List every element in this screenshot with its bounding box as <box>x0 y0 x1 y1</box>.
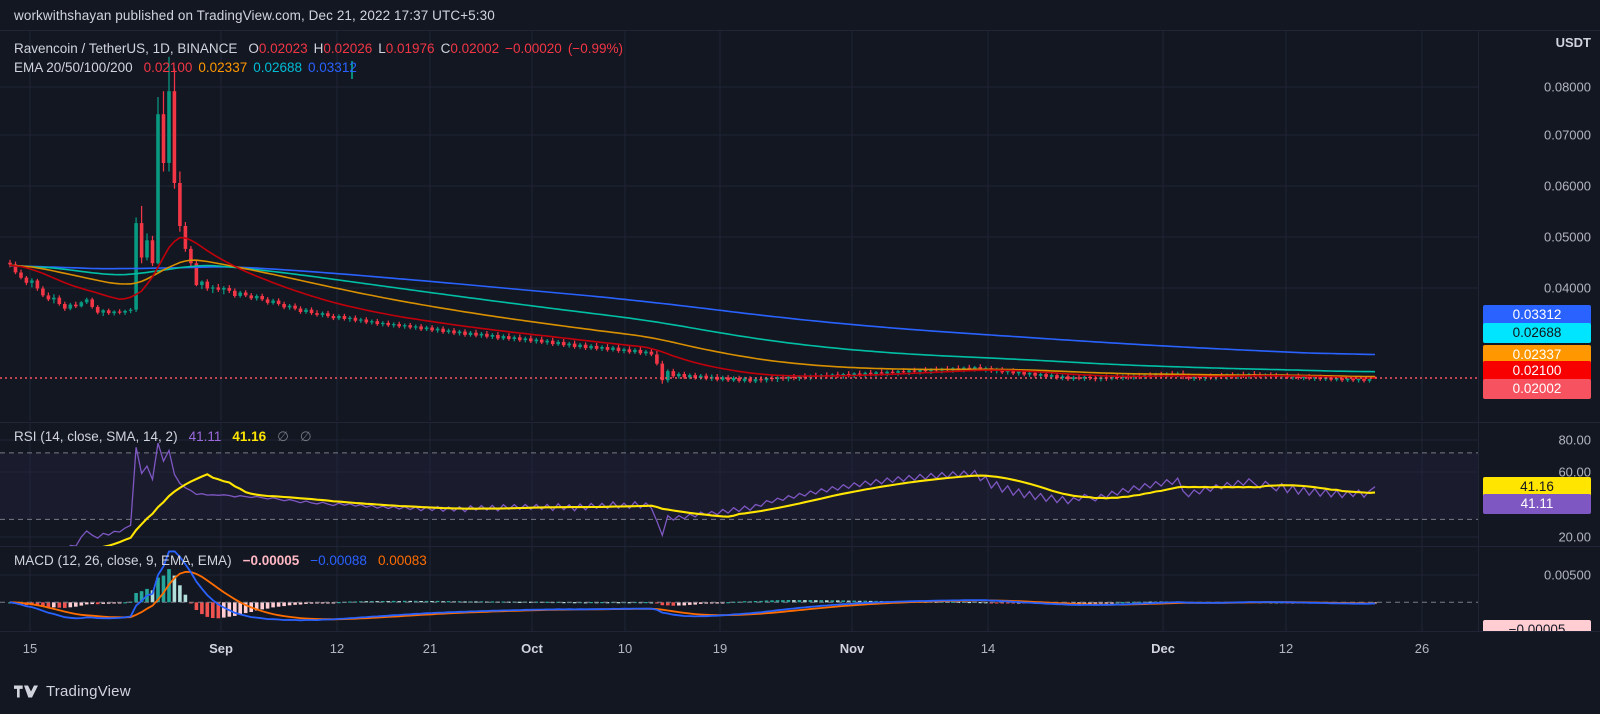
time-axis-label: 14 <box>980 641 996 656</box>
publish-bar: workwithshayan published on TradingView.… <box>0 0 1600 30</box>
time-axis-label: Sep <box>209 641 233 656</box>
macd-chart-svg <box>0 547 1478 631</box>
price-axis-tick-label: 0.04000 <box>1544 280 1591 296</box>
rsi-axis-badge-rsi-sma[interactable]: 41.16 <box>1483 477 1591 497</box>
time-axis-label: 15 <box>22 641 38 656</box>
ema200-line <box>9 264 1376 356</box>
macd-pane[interactable]: MACD (12, 26, close, 9, EMA, EMA) −0.000… <box>0 546 1478 631</box>
macd-line <box>9 550 1376 622</box>
price-axis-badge-ema20[interactable]: 0.02100 <box>1483 361 1591 381</box>
plot-area[interactable]: Ravencoin / TetherUS, 1D, BINANCE O 0.02… <box>0 31 1478 631</box>
price-chart-svg <box>0 31 1478 421</box>
ema50-line <box>9 259 1375 378</box>
price-axis-tick-label: 0.07000 <box>1544 127 1591 143</box>
rsi-axis-tick-label: 60.00 <box>1558 464 1591 480</box>
candle-series <box>8 56 1377 384</box>
price-axis-badge-last-price[interactable]: 0.02002 <box>1483 379 1591 399</box>
rsi-axis-tick-label: 80.00 <box>1558 432 1591 448</box>
rsi-axis-badge-rsi[interactable]: 41.11 <box>1483 494 1591 514</box>
footer-bar: TradingView <box>0 668 1600 714</box>
price-pane[interactable]: Ravencoin / TetherUS, 1D, BINANCE O 0.02… <box>0 31 1478 421</box>
tradingview-logo: TradingView <box>0 683 131 700</box>
macd-signal-line <box>9 570 1376 621</box>
tradingview-logo-text: TradingView <box>46 682 131 700</box>
price-axis-badge-ema200[interactable]: 0.03312 <box>1483 305 1591 325</box>
rsi-line <box>69 442 1376 546</box>
macd-axis-scale[interactable]: 0.00500−0.00005−0.00083−0.00088 <box>1479 546 1600 672</box>
rsi-pane[interactable]: RSI (14, close, SMA, 14, 2) 41.11 41.16 … <box>0 422 1478 546</box>
macd-axis-tick-label: 0.00500 <box>1544 567 1591 583</box>
time-axis-label: Dec <box>1151 641 1175 656</box>
rsi-axis-scale[interactable]: 80.00 60.00 20.00 41.16 41.11 <box>1479 422 1600 546</box>
price-axis-badge-ema100[interactable]: 0.02688 <box>1483 323 1591 343</box>
rsi-chart-svg <box>0 423 1478 546</box>
time-axis-label: 12 <box>1278 641 1294 656</box>
time-axis-label: 26 <box>1414 641 1430 656</box>
ema20-line <box>9 236 1376 379</box>
price-axis-tick-label: 0.06000 <box>1544 178 1591 194</box>
axis-unit-label: USDT <box>1555 35 1591 50</box>
chart-container: Ravencoin / TetherUS, 1D, BINANCE O 0.02… <box>0 30 1600 672</box>
time-axis-label: Nov <box>839 641 865 656</box>
time-axis-label: 10 <box>617 641 633 656</box>
rsi-sma-line <box>102 473 1376 546</box>
price-axis-tick-label: 0.08000 <box>1544 79 1591 95</box>
ema100-line <box>9 264 1376 373</box>
price-axis-tick-label: 0.05000 <box>1544 229 1591 245</box>
rsi-axis-tick-label: 20.00 <box>1558 529 1591 545</box>
time-axis[interactable]: 15 Sep 12 21 Oct 10 19 Nov 14 Dec 12 26 <box>0 631 1600 670</box>
time-axis-label: Oct <box>521 641 543 656</box>
price-axis-scale[interactable]: 0.08000 0.07000 0.06000 0.05000 0.04000 0.033… <box>1479 31 1600 421</box>
time-axis-label: 19 <box>712 641 728 656</box>
right-axis[interactable]: USDT 0.08000 0.07000 0.06000 0.05000 0.04000… <box>1478 31 1600 672</box>
time-axis-label: 21 <box>422 641 438 656</box>
macd-histogram <box>8 569 1377 619</box>
time-axis-label: 12 <box>329 641 345 656</box>
publish-text: workwithshayan published on TradingView.… <box>14 7 495 23</box>
price-axis-badge-ema50[interactable]: 0.02337 <box>1483 345 1591 365</box>
tradingview-logo-icon <box>14 685 38 697</box>
